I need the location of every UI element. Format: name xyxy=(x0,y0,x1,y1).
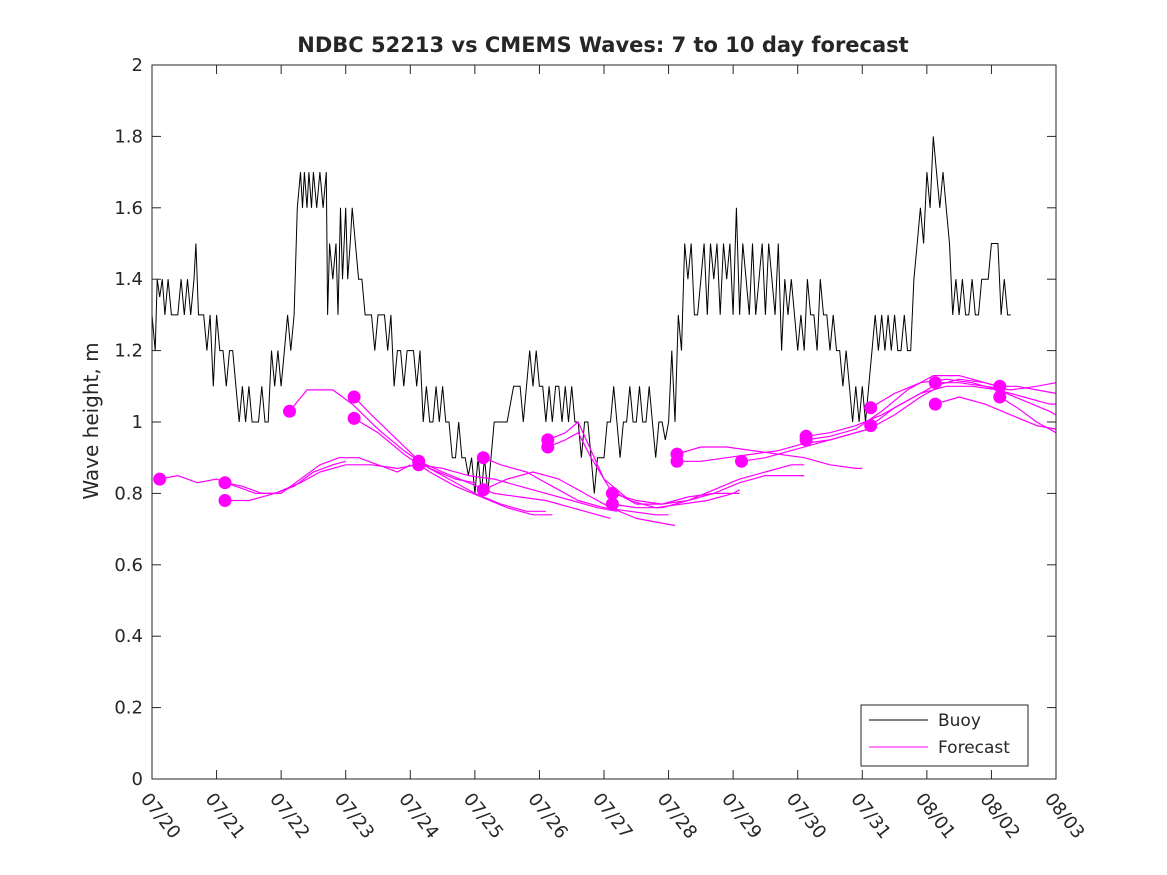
forecast-start-point-7 xyxy=(412,458,426,472)
forecast-start-point-8 xyxy=(476,451,490,465)
forecast-start-point-9 xyxy=(476,483,490,497)
forecast-start-point-21 xyxy=(928,376,942,390)
forecast-start-point-15 xyxy=(670,454,684,468)
forecast-run-line-12 xyxy=(612,475,805,505)
y-tick-label: 2 xyxy=(132,55,143,76)
x-tick-label: 07/22 xyxy=(265,789,313,843)
forecast-start-point-11 xyxy=(541,440,555,454)
forecast-run-line-4 xyxy=(353,396,546,512)
y-tick-label: 1 xyxy=(132,412,143,433)
x-tick-label: 07/26 xyxy=(523,789,571,843)
forecast-run-line-18 xyxy=(806,375,999,441)
forecast-run-line-2 xyxy=(225,464,417,502)
y-tick-label: 1.8 xyxy=(114,126,143,147)
forecast-run-line-19 xyxy=(870,378,1056,409)
x-tick-label: 07/29 xyxy=(717,789,765,843)
forecast-start-point-12 xyxy=(605,486,619,500)
plot-background xyxy=(152,65,1056,779)
x-tick-label: 07/27 xyxy=(588,789,636,843)
forecast-start-point-22 xyxy=(928,397,942,411)
forecast-start-point-4 xyxy=(347,390,361,404)
forecast-run-line-7 xyxy=(418,464,618,512)
x-tick-label: 08/02 xyxy=(975,789,1023,843)
forecast-start-point-3 xyxy=(283,404,296,418)
y-tick-label: 0 xyxy=(132,769,143,790)
forecast-start-point-0 xyxy=(153,472,167,486)
forecast-run-line-9 xyxy=(483,471,676,527)
forecast-run-line-20 xyxy=(870,385,1057,427)
forecast-start-point-5 xyxy=(347,411,361,425)
x-tick-label: 07/24 xyxy=(394,789,442,843)
y-tick-label: 1.6 xyxy=(114,198,143,219)
legend-forecast-label: Forecast xyxy=(938,738,1010,758)
x-tick-label: 07/21 xyxy=(201,789,249,843)
forecast-start-point-13 xyxy=(605,497,619,511)
x-tick-label: 07/30 xyxy=(782,789,830,843)
forecast-run-line-0 xyxy=(159,460,346,494)
legend: Buoy Forecast xyxy=(860,704,1029,767)
forecast-start-point-24 xyxy=(993,390,1007,404)
legend-buoy-label: Buoy xyxy=(938,711,981,731)
forecast-run-line-8 xyxy=(483,457,669,516)
forecast-run-line-23 xyxy=(999,385,1057,394)
x-tick-label: 07/23 xyxy=(330,789,378,843)
legend-box xyxy=(860,704,1029,767)
x-tick-label: 07/25 xyxy=(459,789,507,843)
x-tick-label: 08/03 xyxy=(1040,789,1088,843)
forecast-start-point-1 xyxy=(218,476,232,490)
forecast-run-line-6 xyxy=(418,460,611,519)
forecast-run-line-24 xyxy=(999,396,1057,434)
forecast-run-line-13 xyxy=(612,464,805,509)
y-axis-label: Wave height, m xyxy=(79,342,103,499)
forecast-start-point-16 xyxy=(735,454,748,468)
x-tick-label: 07/31 xyxy=(846,789,894,843)
forecast-start-point-20 xyxy=(864,419,878,433)
forecast-run-line-16 xyxy=(741,389,934,462)
forecast-start-point-19 xyxy=(864,401,878,415)
x-tick-label: 07/28 xyxy=(653,789,701,843)
forecast-run-line-22 xyxy=(935,396,1057,430)
y-tick-label: 0.8 xyxy=(114,483,143,504)
y-tick-label: 0.4 xyxy=(114,626,143,647)
forecast-start-point-2 xyxy=(218,494,232,507)
forecast-run-line-3 xyxy=(289,389,476,484)
x-tick-label: 08/01 xyxy=(911,789,959,843)
forecast-start-point-18 xyxy=(799,433,813,447)
plot-area xyxy=(151,65,1057,779)
chart-title: NDBC 52213 vs CMEMS Waves: 7 to 10 day f… xyxy=(297,33,908,57)
y-tick-label: 0.2 xyxy=(114,698,143,719)
forecast-run-line-5 xyxy=(353,417,553,516)
y-tick-label: 1.4 xyxy=(114,269,143,290)
y-tick-label: 0.6 xyxy=(114,555,143,576)
forecast-start-point-23 xyxy=(993,379,1007,393)
y-tick-label: 1.2 xyxy=(114,341,143,362)
x-tick-label: 07/20 xyxy=(136,789,184,843)
